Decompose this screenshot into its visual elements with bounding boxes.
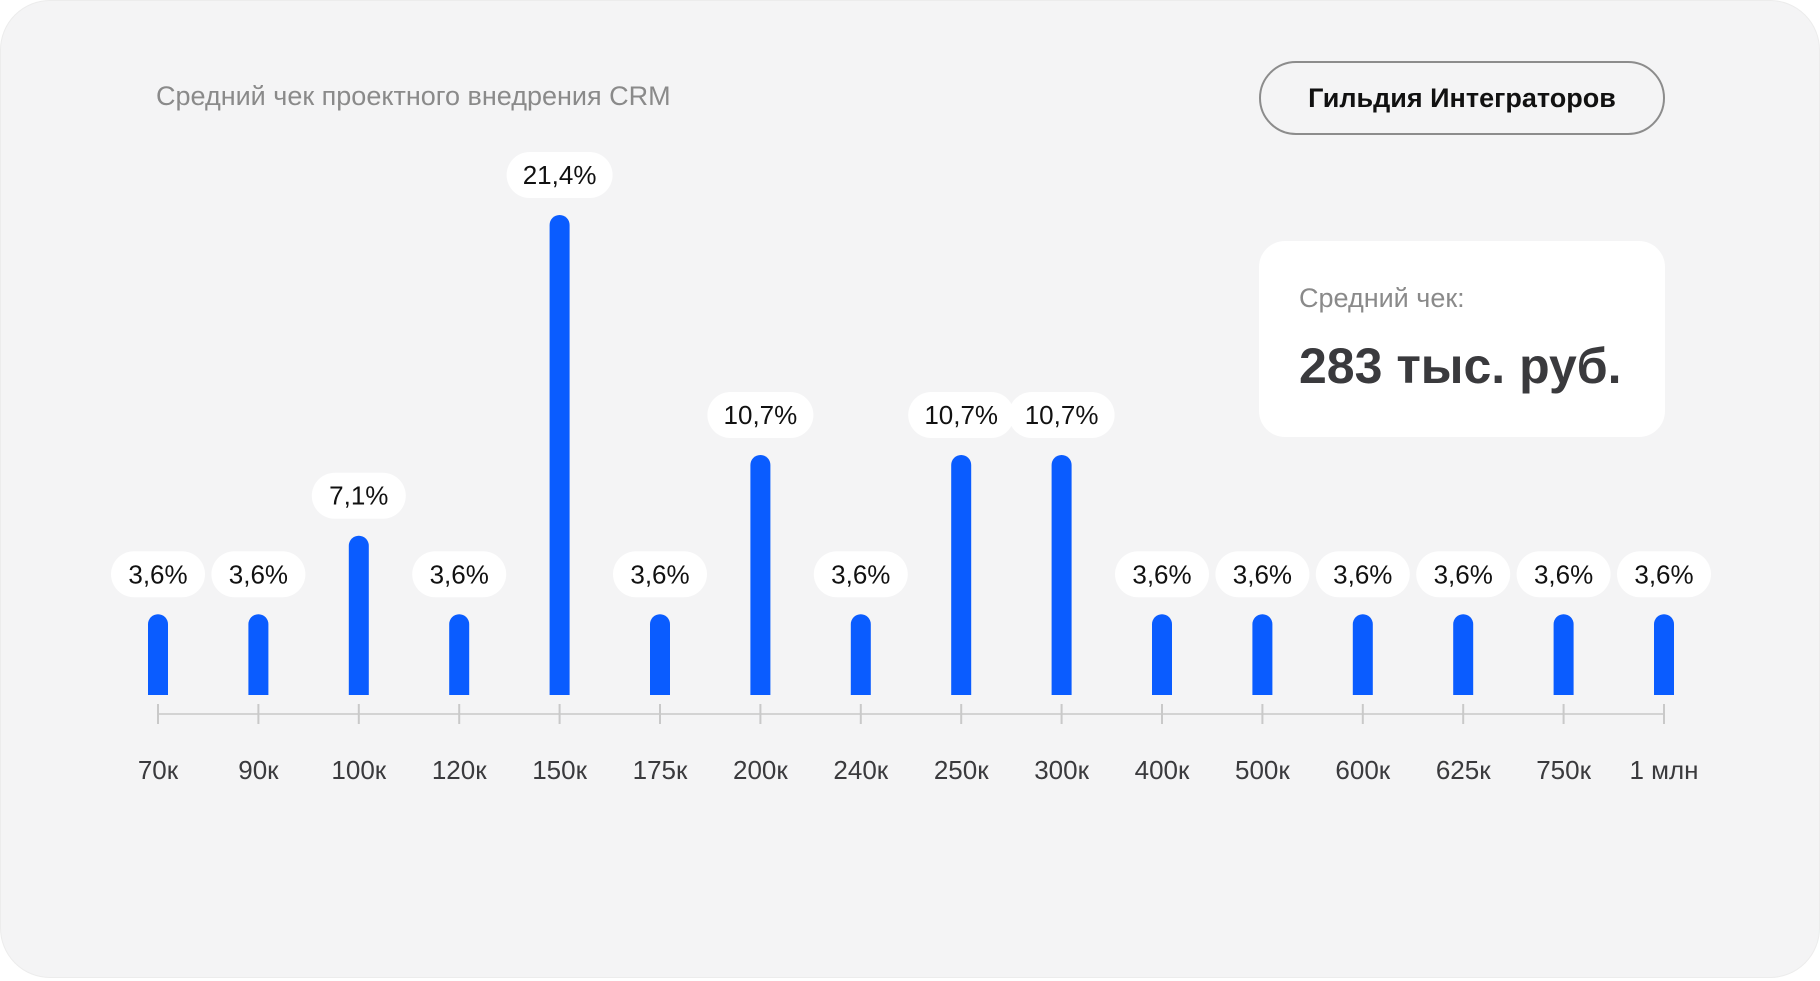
x-tick-label-7: 240к bbox=[833, 755, 888, 785]
bar-4 bbox=[549, 215, 570, 695]
bar-6 bbox=[750, 455, 771, 695]
bar-5 bbox=[650, 614, 670, 695]
x-tick-label-12: 600к bbox=[1335, 755, 1390, 785]
x-tick-label-2: 100к bbox=[331, 755, 386, 785]
bar-7 bbox=[850, 614, 871, 695]
bar-0 bbox=[148, 614, 168, 695]
data-label-12: 3,6% bbox=[1333, 559, 1392, 589]
data-label-pill-4 bbox=[506, 152, 613, 198]
data-label-4: 21,4% bbox=[523, 160, 597, 190]
data-label-9: 10,7% bbox=[1025, 400, 1099, 430]
chart-title: Средний чек проектного внедрения CRM bbox=[156, 81, 671, 111]
data-label-2: 7,1% bbox=[329, 481, 388, 511]
x-tick-label-13: 625к bbox=[1436, 755, 1491, 785]
bar-10 bbox=[1152, 614, 1172, 695]
bar-12 bbox=[1352, 614, 1373, 695]
x-tick-label-4: 150к bbox=[532, 755, 587, 785]
data-label-pill-12 bbox=[1315, 551, 1410, 598]
x-tick-label-8: 250к bbox=[934, 755, 989, 785]
average-check-value: 283 тыс. руб. bbox=[1299, 338, 1622, 394]
data-label-pill-11 bbox=[1215, 551, 1310, 598]
data-label-14: 3,6% bbox=[1534, 559, 1593, 589]
data-label-5: 3,6% bbox=[630, 559, 689, 589]
data-label-10: 3,6% bbox=[1132, 559, 1191, 589]
x-tick-label-15: 1 млн bbox=[1629, 755, 1698, 785]
x-tick-label-14: 750к bbox=[1536, 755, 1591, 785]
x-tick-label-9: 300к bbox=[1034, 755, 1089, 785]
average-check-label: Средний чек: bbox=[1299, 283, 1465, 313]
data-label-6: 10,7% bbox=[724, 400, 798, 430]
bar-14 bbox=[1553, 614, 1574, 695]
average-check-card: Средний чек: 283 тыс. руб. bbox=[1259, 241, 1665, 437]
data-label-pill-6 bbox=[707, 392, 814, 438]
x-tick-label-11: 500к bbox=[1235, 755, 1290, 785]
x-tick-label-3: 120к bbox=[432, 755, 487, 785]
data-label-pill-9 bbox=[1008, 392, 1115, 438]
bar-9 bbox=[1051, 455, 1072, 695]
data-label-0: 3,6% bbox=[128, 559, 187, 589]
data-label-7: 3,6% bbox=[831, 559, 890, 589]
bar-11 bbox=[1252, 614, 1273, 695]
data-label-pill-5 bbox=[613, 551, 707, 598]
data-label-pill-7 bbox=[813, 551, 908, 598]
data-label-8: 10,7% bbox=[924, 400, 998, 430]
data-label-pill-10 bbox=[1115, 551, 1209, 598]
bar-2 bbox=[348, 535, 369, 695]
x-tick-label-5: 175к bbox=[633, 755, 688, 785]
data-label-pill-1 bbox=[211, 551, 306, 598]
bar-3 bbox=[449, 614, 470, 695]
data-label-11: 3,6% bbox=[1233, 559, 1292, 589]
data-label-pill-14 bbox=[1516, 551, 1611, 598]
x-tick-label-10: 400к bbox=[1135, 755, 1190, 785]
data-label-1: 3,6% bbox=[229, 559, 288, 589]
x-tick-label-1: 90к bbox=[238, 755, 279, 785]
bar-1 bbox=[248, 614, 269, 695]
brand-badge: Гильдия Интеграторов bbox=[1259, 61, 1665, 135]
data-label-13: 3,6% bbox=[1434, 559, 1493, 589]
data-label-pill-2 bbox=[311, 472, 406, 519]
data-label-3: 3,6% bbox=[430, 559, 489, 589]
x-tick-label-0: 70к bbox=[138, 755, 179, 785]
data-label-pill-13 bbox=[1416, 551, 1511, 598]
data-label-pill-3 bbox=[412, 551, 507, 598]
bar-13 bbox=[1453, 614, 1474, 695]
bar-8 bbox=[951, 455, 972, 695]
x-tick-label-6: 200к bbox=[733, 755, 788, 785]
data-label-15: 3,6% bbox=[1634, 559, 1693, 589]
bar-15 bbox=[1654, 614, 1674, 695]
data-label-pill-8 bbox=[908, 392, 1015, 438]
data-label-pill-0 bbox=[111, 551, 205, 598]
data-label-pill-15 bbox=[1617, 551, 1711, 598]
